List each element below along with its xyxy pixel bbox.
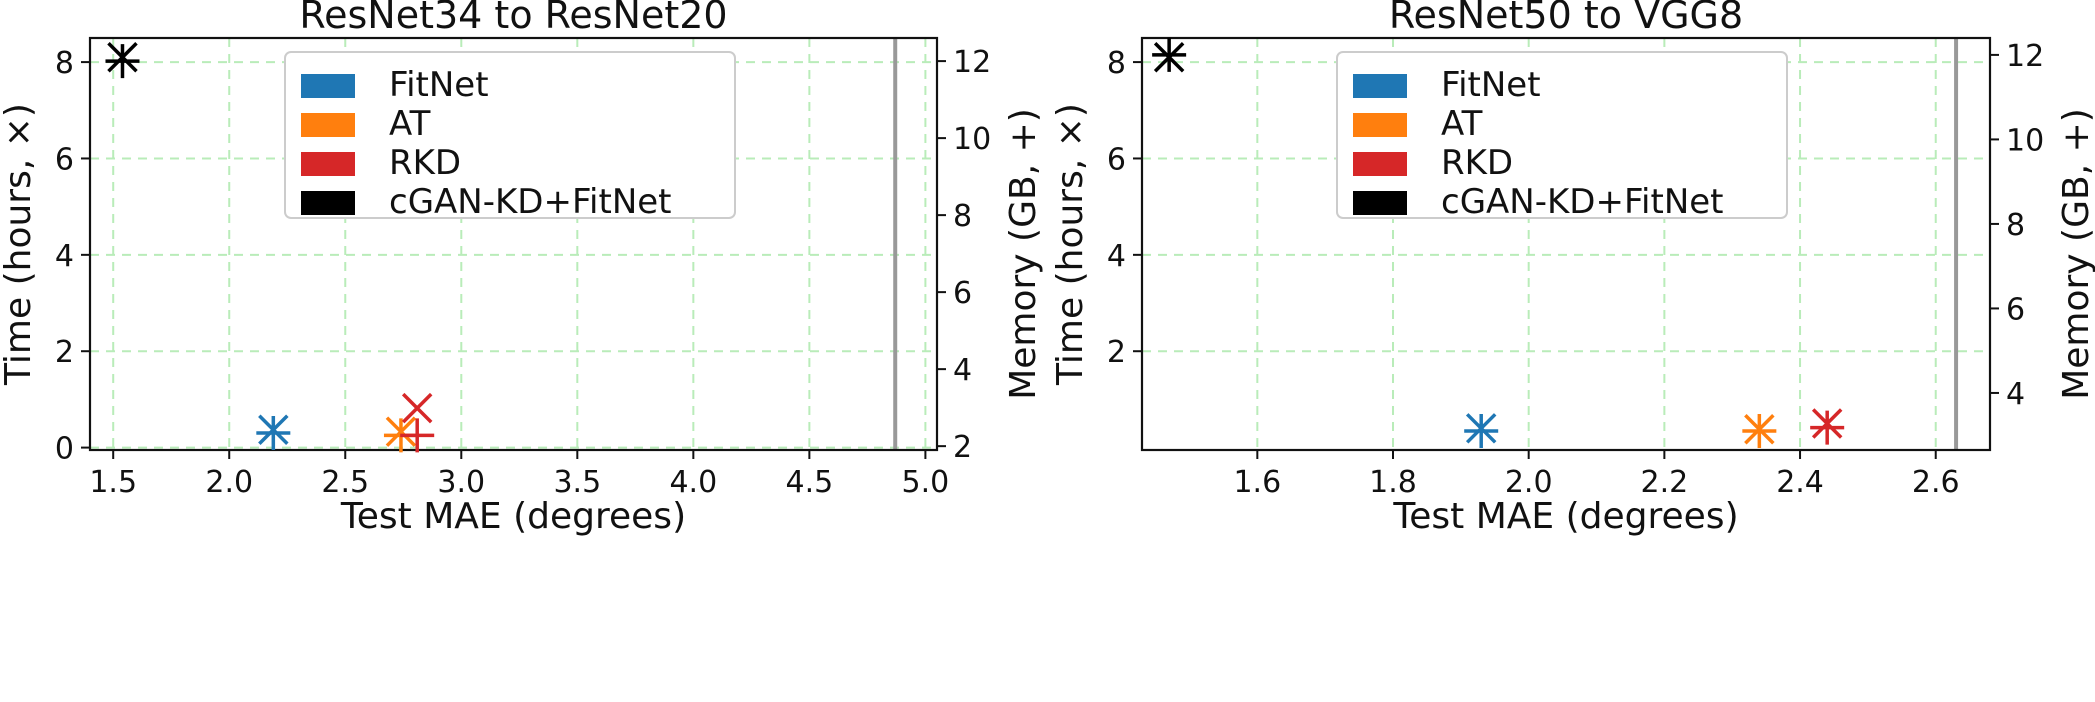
data-point-rkd [400, 392, 435, 453]
x-tick-label: 3.0 [437, 465, 485, 500]
x-tick-label: 1.8 [1369, 465, 1417, 500]
data-point-cgan-kd-fitnet [105, 42, 140, 79]
y2-axis-label: Memory (GB, +) [1003, 108, 1044, 400]
memory-marker [256, 416, 291, 451]
legend-label: RKD [1441, 143, 1513, 183]
chart-panel-right: 1.6 1.8 2.0 2.2 2.4 2.6 2 4 6 8 4 6 8 10 12 FitNetATRKD… [1050, 0, 2095, 537]
memory-marker [1152, 37, 1187, 72]
y2-tick-label: 10 [2006, 123, 2044, 158]
x-tick-label: 1.5 [89, 465, 137, 500]
data-point-rkd [1810, 408, 1845, 445]
x-tick-label: 4.0 [669, 465, 717, 500]
legend-swatch [301, 152, 355, 176]
y-tick-label: 8 [55, 46, 74, 81]
x-tick-label: 4.5 [786, 465, 834, 500]
legend-swatch [301, 191, 355, 215]
x-tick-label: 3.5 [553, 465, 601, 500]
x-tick-label: 5.0 [902, 465, 950, 500]
x-tick-label: 2.5 [321, 465, 369, 500]
legend-swatch [1353, 113, 1407, 137]
legend-label: FitNet [389, 65, 489, 105]
memory-marker [1810, 410, 1845, 445]
data-point-fitnet [256, 414, 291, 451]
y-axis-label: Time (hours, ×) [0, 103, 39, 386]
y2-tick-label: 6 [2006, 292, 2025, 327]
memory-marker [1742, 413, 1777, 448]
y-tick-label: 2 [55, 335, 74, 370]
legend-label: RKD [389, 143, 461, 183]
y-tick-label: 8 [1107, 46, 1126, 81]
y2-tick-label: 10 [953, 122, 991, 157]
y2-tick-label: 12 [953, 45, 991, 80]
x-axis-label: Test MAE (degrees) [1392, 496, 1738, 537]
legend-swatch [1353, 191, 1407, 215]
legend-swatch [1353, 74, 1407, 98]
y2-tick-label: 6 [953, 276, 972, 311]
memory-marker [400, 418, 435, 453]
y2-tick-label: 4 [953, 353, 972, 388]
y-tick-label: 6 [1107, 142, 1126, 177]
x-tick-label: 1.6 [1233, 465, 1281, 500]
data-point-cgan-kd-fitnet [1152, 37, 1187, 73]
axes-frame [1140, 36, 1992, 452]
legend-label: cGAN-KD+FitNet [1441, 182, 1724, 222]
y-tick-label: 0 [55, 432, 74, 467]
y2-tick-label: 8 [2006, 208, 2025, 243]
y2-tick-label: 4 [2006, 377, 2025, 412]
y-axis-label: Time (hours, ×) [1050, 103, 1091, 386]
chart-panel-left: 1.5 2.0 2.5 3.0 3.5 4.0 4.5 5.0 0 2 4 6 8 2 4 6 8 10 12 Fit… [0, 0, 1044, 537]
data-point-at [1742, 413, 1777, 448]
axes-frame [88, 36, 939, 452]
x-tick-label: 2.4 [1776, 465, 1824, 500]
legend-label: FitNet [1441, 65, 1541, 105]
y-tick-label: 4 [1107, 239, 1126, 274]
legend-frame [284, 51, 736, 219]
legend-swatch [301, 74, 355, 98]
y2-axis-label: Memory (GB, +) [2056, 108, 2095, 400]
memory-marker [105, 44, 140, 79]
memory-marker [1464, 413, 1499, 448]
y2-tick-label: 2 [953, 430, 972, 465]
chart-title: ResNet34 to ResNet20 [299, 0, 727, 37]
y2-tick-label: 12 [2006, 39, 2044, 74]
y-tick-label: 4 [55, 239, 74, 274]
legend-frame [1336, 51, 1788, 219]
legend-label: AT [1441, 104, 1483, 144]
legend-swatch [301, 113, 355, 137]
time-marker [401, 392, 433, 424]
legend-swatch [1353, 152, 1407, 176]
x-tick-label: 2.0 [205, 465, 253, 500]
y2-tick-label: 8 [953, 199, 972, 234]
x-axis-label: Test MAE (degrees) [340, 496, 686, 537]
x-tick-label: 2.6 [1912, 465, 1960, 500]
legend-label: cGAN-KD+FitNet [389, 182, 672, 222]
legend-label: AT [389, 104, 431, 144]
data-point-fitnet [1464, 413, 1499, 448]
x-tick-label: 2.2 [1641, 465, 1689, 500]
x-tick-label: 2.0 [1505, 465, 1553, 500]
y-tick-label: 2 [1107, 335, 1126, 370]
y-tick-label: 6 [55, 142, 74, 177]
chart-title: ResNet50 to VGG8 [1389, 0, 1743, 37]
